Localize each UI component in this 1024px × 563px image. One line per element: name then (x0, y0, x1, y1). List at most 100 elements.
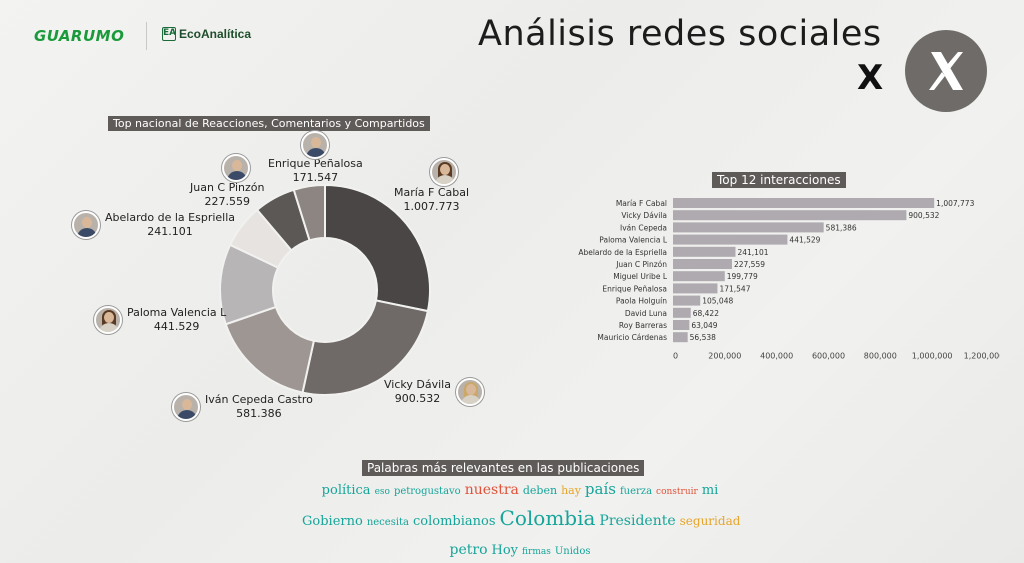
cloud-section-label: Palabras más relevantes en las publicaci… (362, 460, 645, 476)
candidate-name: Juan C Pinzón (190, 181, 265, 194)
page-title: Análisis redes sociales (478, 14, 882, 54)
bar-value-label: 900,532 (908, 211, 939, 220)
bar-category-label: Miguel Uribe L (613, 272, 668, 281)
donut-label-penalosa: Enrique Peñalosa 171.547 (268, 131, 363, 185)
cloud-word: Unidos (554, 546, 591, 557)
avatar-davila (455, 378, 484, 406)
bar-category-label: Iván Cepeda (620, 223, 667, 232)
cloud-word: deben (522, 484, 558, 497)
candidate-name: Paloma Valencia L (127, 306, 227, 319)
candidate-name: Abelardo de la Espriella (105, 211, 236, 224)
bar-category-label: Vicky Dávila (621, 211, 667, 220)
bar-value-label: 441,529 (789, 236, 820, 245)
avatar-valencia (94, 306, 122, 334)
donut-slice-1 (301, 299, 430, 396)
cloud-row: política eso petrogustavo nuestra deben hay pa… (300, 476, 740, 505)
bar-category-label: Juan C Pinzón (615, 260, 667, 269)
candidate-name: María F Cabal (394, 186, 470, 199)
cloud-word: Colombia (499, 506, 596, 530)
bar (673, 222, 824, 233)
cloud-word: petrogustavo (393, 486, 461, 497)
bar-value-label: 56,538 (690, 333, 716, 342)
cloud-word: nuestra (464, 482, 519, 498)
candidate-value: 171.547 (292, 171, 339, 184)
bar (673, 332, 688, 343)
avatar-cabal (430, 158, 459, 186)
candidate-value: 1.007.773 (403, 200, 460, 213)
bar-category-label: Enrique Peñalosa (602, 284, 667, 293)
bar-category-label: Roy Barreras (619, 321, 667, 330)
bar (673, 320, 690, 330)
bar-category-label: Paola Holguín (616, 297, 667, 306)
x-logo-icon (905, 30, 987, 112)
bar-value-label: 227,559 (734, 260, 765, 269)
donut-section-label: Top nacional de Reacciones, Comentarios … (108, 116, 430, 131)
bar (673, 283, 718, 294)
ecoanalitica-name: EcoAnalítica (179, 27, 252, 41)
bars-section-label: Top 12 interacciones (712, 172, 846, 188)
bar-category-label: Mauricio Cárdenas (597, 333, 667, 342)
cloud-word: país (584, 480, 616, 498)
bar-value-label: 68,422 (693, 309, 719, 318)
bar-category-label: Abelardo de la Espriella (578, 248, 667, 257)
donut-label-davila: Vicky Dávila 900.532 (384, 378, 484, 406)
bar (673, 307, 691, 318)
bar (673, 210, 907, 221)
bar (673, 271, 725, 282)
x-tick-label: 0 (673, 351, 678, 360)
bar (673, 198, 935, 208)
bar-category-label: Paloma Valencia L (599, 236, 668, 245)
bar-value-label: 1,007,773 (936, 199, 974, 208)
candidate-value: 900.532 (394, 392, 441, 405)
avatar-pinzon (222, 154, 251, 182)
cloud-word: colombianos (413, 514, 496, 529)
bar-value-label: 105,048 (702, 297, 733, 306)
cloud-word: necesita (366, 517, 409, 528)
bar-value-label: 581,386 (826, 223, 857, 232)
candidate-name: Enrique Peñalosa (268, 157, 363, 170)
donut-slice-0 (324, 183, 431, 313)
ecoanalitica-logo: EA EcoAnalítica (162, 27, 251, 41)
x-tick-label: 600,000 (812, 351, 845, 360)
bar (673, 295, 701, 306)
cloud-word: mi (701, 483, 719, 498)
bar (673, 259, 732, 269)
bar-value-label: 241,101 (737, 248, 768, 257)
donut-label-pinzon: Juan C Pinzón 227.559 (190, 154, 265, 209)
bar-value-label: 63,049 (691, 321, 717, 330)
bar-category-label: María F Cabal (616, 199, 667, 208)
candidate-value: 441.529 (153, 320, 200, 333)
x-tick-label: 400,000 (760, 351, 793, 360)
cloud-row: petro Hoy firmas Unidos (300, 536, 740, 563)
donut-slice-6 (292, 183, 326, 242)
cloud-row: Gobierno necesita colombianos Colombia Presi… (300, 505, 740, 536)
bar (673, 234, 788, 245)
cloud-word: firmas (522, 547, 551, 557)
cloud-word: Hoy (491, 543, 519, 558)
network-letter: X (857, 58, 884, 98)
x-tick-label: 1,200,000 (964, 351, 1000, 360)
x-tick-label: 1,000,000 (912, 351, 953, 360)
bar-category-label: David Luna (625, 309, 667, 318)
cloud-word: hay (561, 484, 581, 497)
candidate-name: Iván Cepeda Castro (205, 393, 313, 406)
avatar-cepeda (172, 393, 200, 421)
donut-label-cabal: María F Cabal 1.007.773 (394, 158, 469, 214)
cloud-word: Presidente (599, 513, 676, 529)
bar-chart: María F Cabal 1,007,773 Vicky Dávila 900,53… (578, 198, 1000, 360)
donut-chart (219, 183, 431, 396)
cloud-word: seguridad (679, 514, 741, 528)
cloud-word: petro (449, 542, 488, 558)
x-tick-label: 200,000 (708, 351, 741, 360)
candidate-value: 241.101 (147, 225, 193, 238)
x-tick-label: 800,000 (864, 351, 897, 360)
candidate-value: 581.386 (236, 407, 282, 420)
word-cloud: política eso petrogustavo nuestra deben hay pa… (300, 476, 740, 563)
cloud-word: construir (656, 487, 698, 497)
bar-value-label: 171,547 (719, 284, 750, 293)
donut-label-valencia: Paloma Valencia L 441.529 (94, 306, 226, 334)
cloud-word: política (321, 483, 371, 498)
donut-label-cepeda: Iván Cepeda Castro 581.386 (172, 393, 313, 421)
candidate-value: 227.559 (204, 195, 251, 208)
